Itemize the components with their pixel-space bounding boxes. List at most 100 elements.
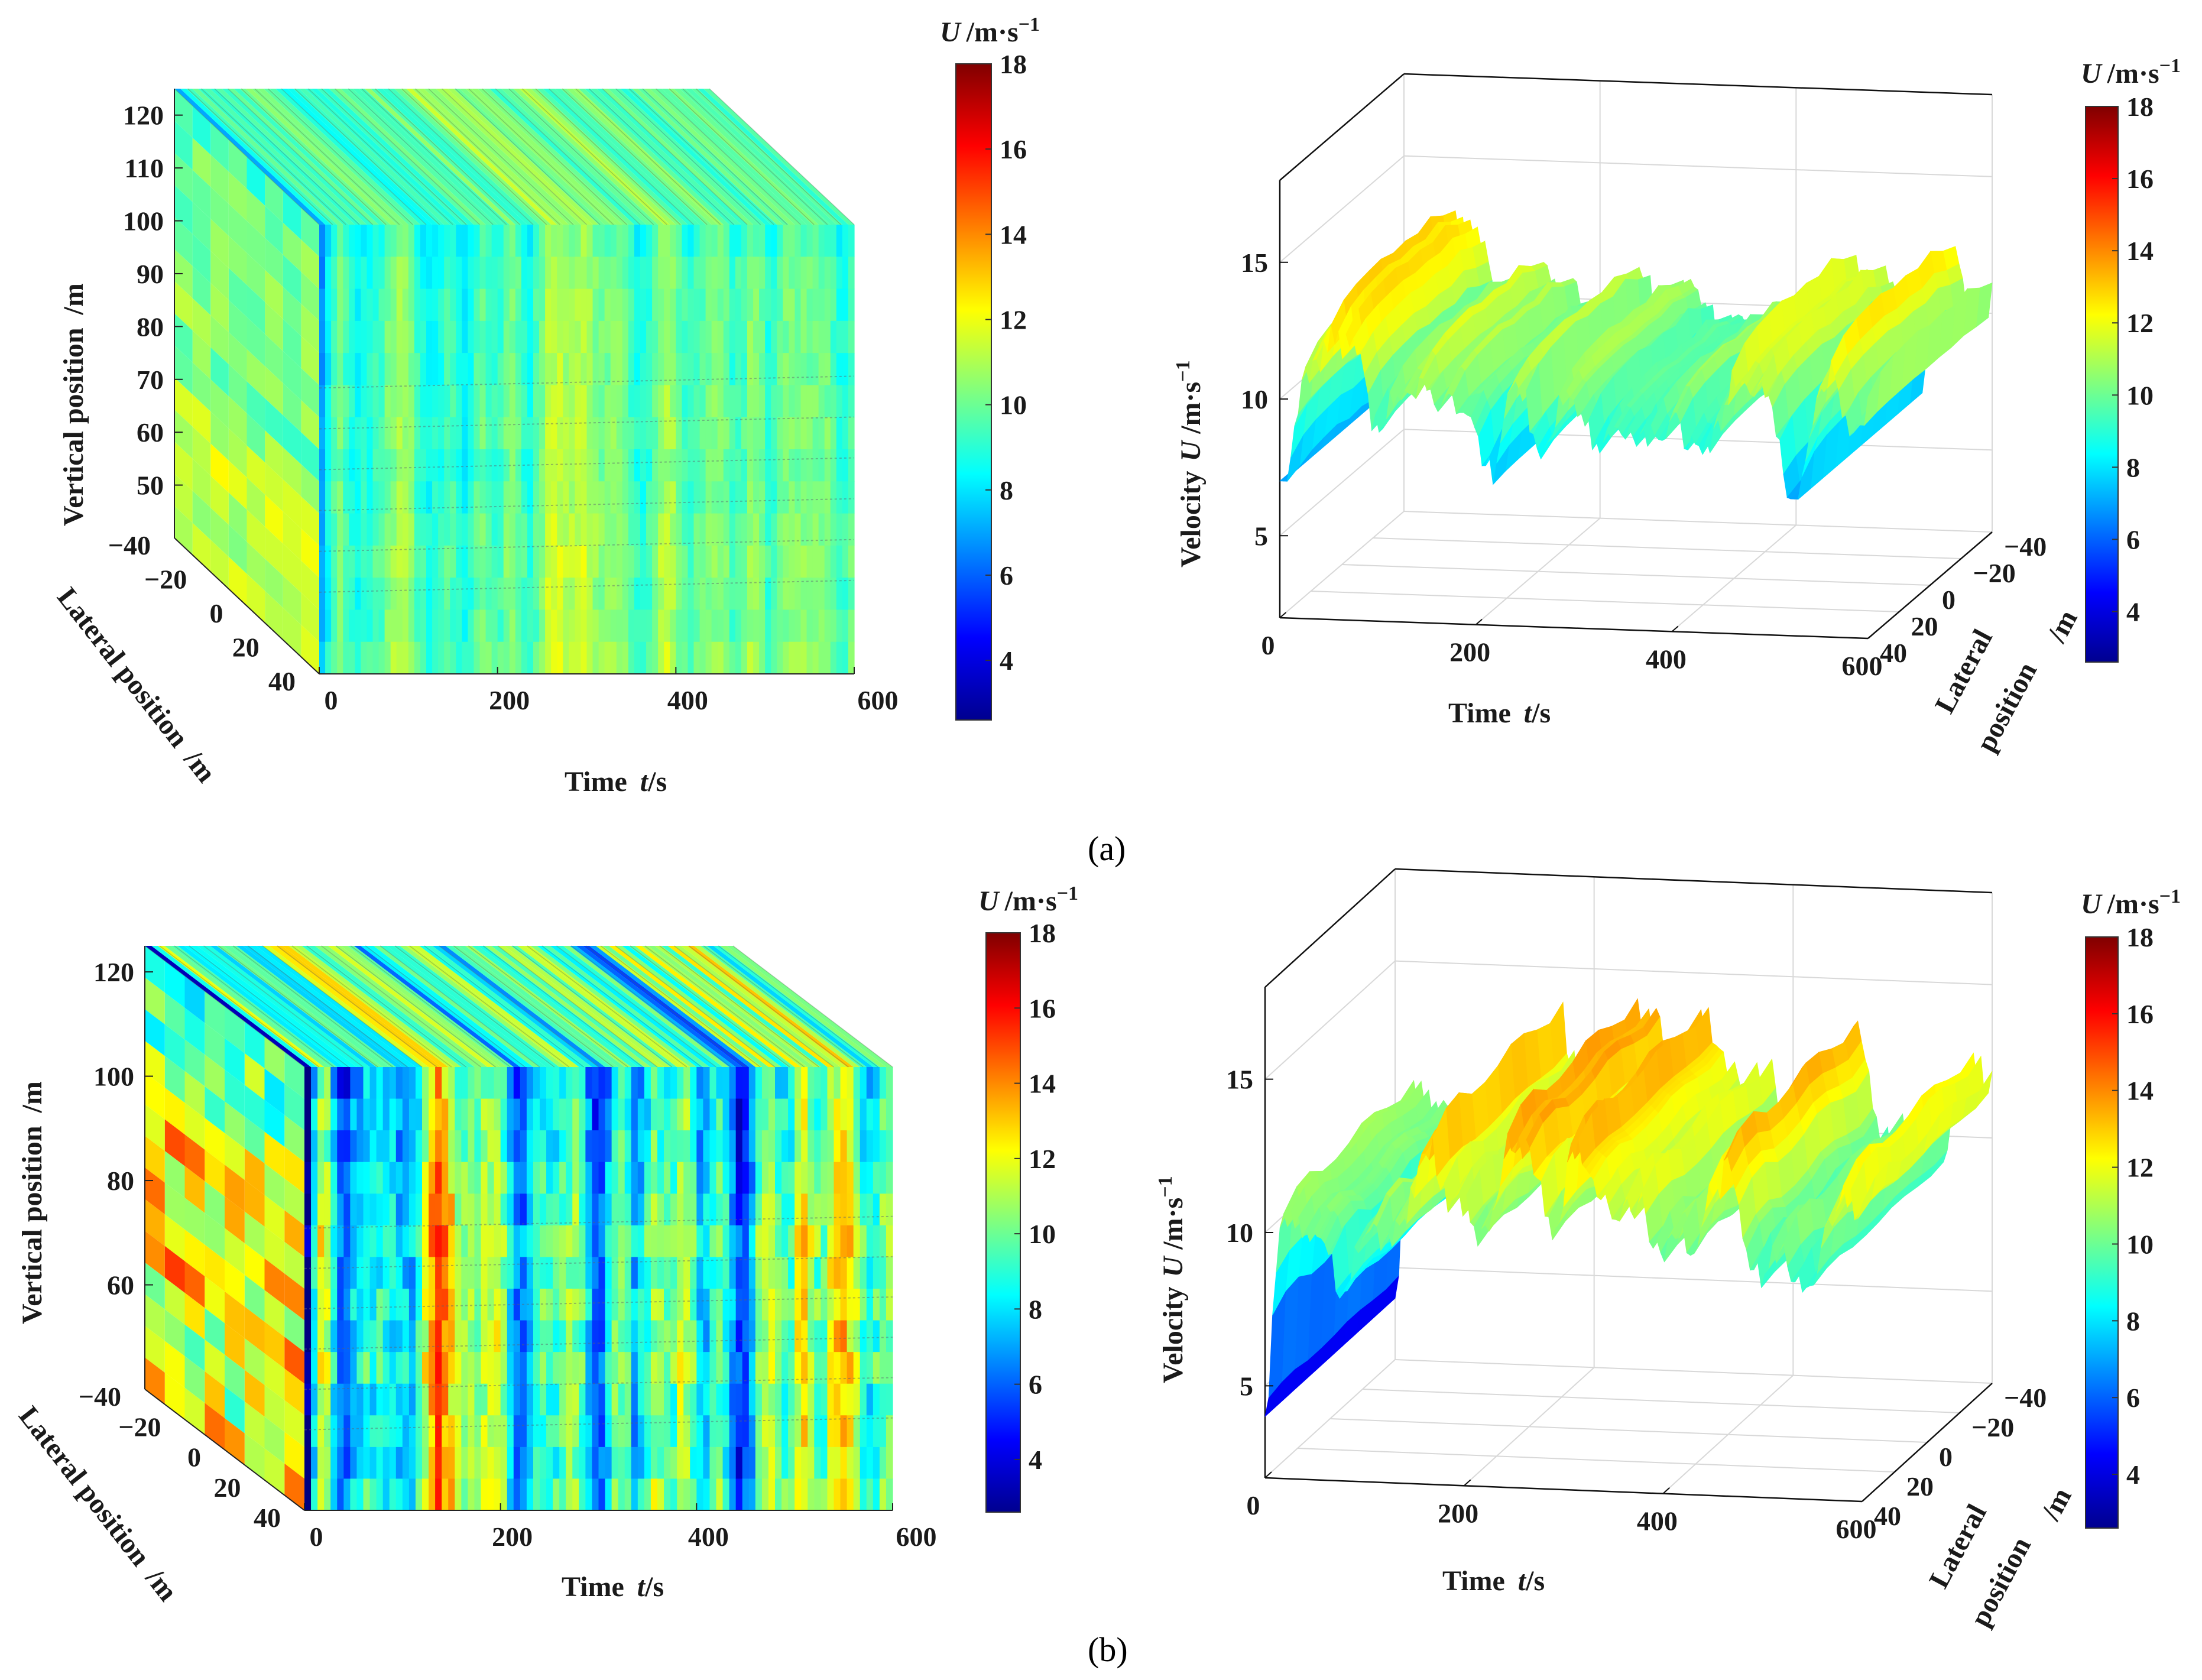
volume-front-cell — [521, 417, 528, 450]
volume-front-cell — [824, 578, 831, 611]
colorbar-tick-label: 12 — [1000, 304, 1027, 335]
volume-front-cell — [604, 481, 611, 514]
lateral-axis-unit-a-right: /m — [2041, 605, 2083, 648]
volume-front-cell — [396, 481, 403, 514]
volume-front-cell — [711, 288, 718, 322]
volume-front-cell — [652, 288, 659, 322]
volume-front-cell — [311, 1130, 318, 1163]
volume-front-cell — [777, 353, 783, 386]
volume-front-cell — [420, 417, 427, 450]
volume-front-cell — [848, 385, 855, 418]
volume-front-cell — [611, 1352, 619, 1384]
volume-front-cell — [551, 320, 557, 353]
volume-front-cell — [474, 1098, 482, 1131]
slice-line — [588, 88, 734, 225]
volume-front-cell — [735, 1478, 743, 1511]
volume-front-face — [304, 1067, 893, 1511]
volume-front-cell — [634, 385, 641, 418]
volume-front-cell — [775, 1320, 782, 1353]
volume-front-cell — [650, 1067, 658, 1100]
volume-front-cell — [879, 1098, 887, 1131]
volume-front-cell — [455, 1067, 462, 1100]
volume-front-cell — [572, 1478, 579, 1511]
volume-front-cell — [848, 225, 855, 257]
volume-front-cell — [559, 1352, 566, 1384]
volume-front-cell — [382, 1383, 390, 1416]
volume-side-cell — [301, 304, 319, 353]
volume-front-cell — [616, 513, 623, 546]
volume-front-cell — [687, 449, 695, 482]
volume-side-cell — [228, 140, 247, 189]
lateral-tick-label: 20 — [232, 633, 260, 663]
volume-front-cell — [311, 1383, 318, 1416]
volume-front-cell — [807, 1257, 815, 1289]
volume-front-cell — [474, 385, 481, 418]
volume-front-cell — [356, 1162, 364, 1194]
volume-front-cell — [771, 609, 777, 643]
volume-front-cell — [646, 288, 653, 322]
volume-front-cell — [325, 257, 332, 290]
volume-front-cell — [853, 1257, 861, 1289]
volume-front-cell — [378, 225, 385, 257]
volume-front-cell — [755, 1098, 763, 1131]
volume-front-cell — [540, 1130, 547, 1163]
volume-front-cell — [873, 1257, 880, 1289]
volume-front-cell — [566, 1225, 573, 1258]
volume-top-cell — [228, 89, 379, 225]
volume-front-cell — [592, 1383, 599, 1416]
volume-front-cell — [729, 1415, 737, 1448]
volume-front-cell — [753, 513, 760, 546]
volume-front-cell — [479, 578, 487, 611]
volume-front-cell — [304, 1225, 312, 1258]
volume-front-cell — [814, 1225, 821, 1258]
volume-front-cell — [709, 1352, 717, 1384]
volume-front-cell — [611, 1162, 619, 1194]
volume-front-cell — [324, 1415, 331, 1448]
volume-front-cell — [521, 225, 528, 257]
volume-front-cell — [485, 225, 492, 257]
volume-front-cell — [481, 1067, 488, 1100]
volume-front-cell — [337, 481, 343, 514]
volume-front-cell — [485, 641, 492, 674]
volume-front-cell — [585, 1415, 593, 1448]
colorbar-tick-label: 4 — [2126, 597, 2140, 627]
volume-front-cell — [487, 1352, 495, 1384]
volume-front-cell — [361, 449, 368, 482]
volume-front-cell — [788, 1193, 795, 1226]
volume-front-cell — [527, 353, 534, 386]
volume-front-cell — [559, 1130, 566, 1163]
volume-front-cell — [723, 545, 730, 578]
volume-front-cell — [842, 641, 849, 674]
volume-front-cell — [604, 385, 611, 418]
volume-front-cell — [325, 320, 332, 353]
volume-front-cell — [628, 449, 635, 482]
volume-front-cell — [586, 513, 594, 546]
volume-front-cell — [664, 1098, 671, 1131]
volume-front-cell — [367, 481, 374, 514]
volume-side-cell — [228, 203, 247, 253]
volume-side-cell — [283, 255, 301, 304]
volume-front-cell — [676, 513, 682, 546]
volume-front-cell — [789, 513, 796, 546]
volume-front-cell — [414, 257, 421, 290]
volume-front-cell — [369, 1130, 377, 1163]
volume-front-cell — [355, 385, 361, 418]
volume-side-cell — [228, 492, 247, 542]
volume-front-cell — [759, 481, 766, 514]
volume-front-cell — [783, 288, 789, 322]
volume-front-cell — [526, 1162, 534, 1194]
volume-front-cell — [526, 1098, 534, 1131]
volume-front-cell — [747, 513, 754, 546]
volume-front-cell — [468, 641, 475, 674]
volume-front-cell — [742, 1289, 750, 1321]
volume-front-cell — [753, 257, 760, 290]
volume-front-cell — [618, 1352, 625, 1384]
volume-front-cell — [682, 578, 689, 611]
volume-front-cell — [650, 1383, 658, 1416]
volume-front-cell — [533, 288, 540, 322]
volume-front-cell — [824, 641, 831, 674]
volume-front-cell — [598, 320, 605, 353]
volume-front-cell — [343, 385, 349, 418]
volume-front-cell — [378, 417, 385, 450]
volume-top-cell — [483, 89, 634, 225]
